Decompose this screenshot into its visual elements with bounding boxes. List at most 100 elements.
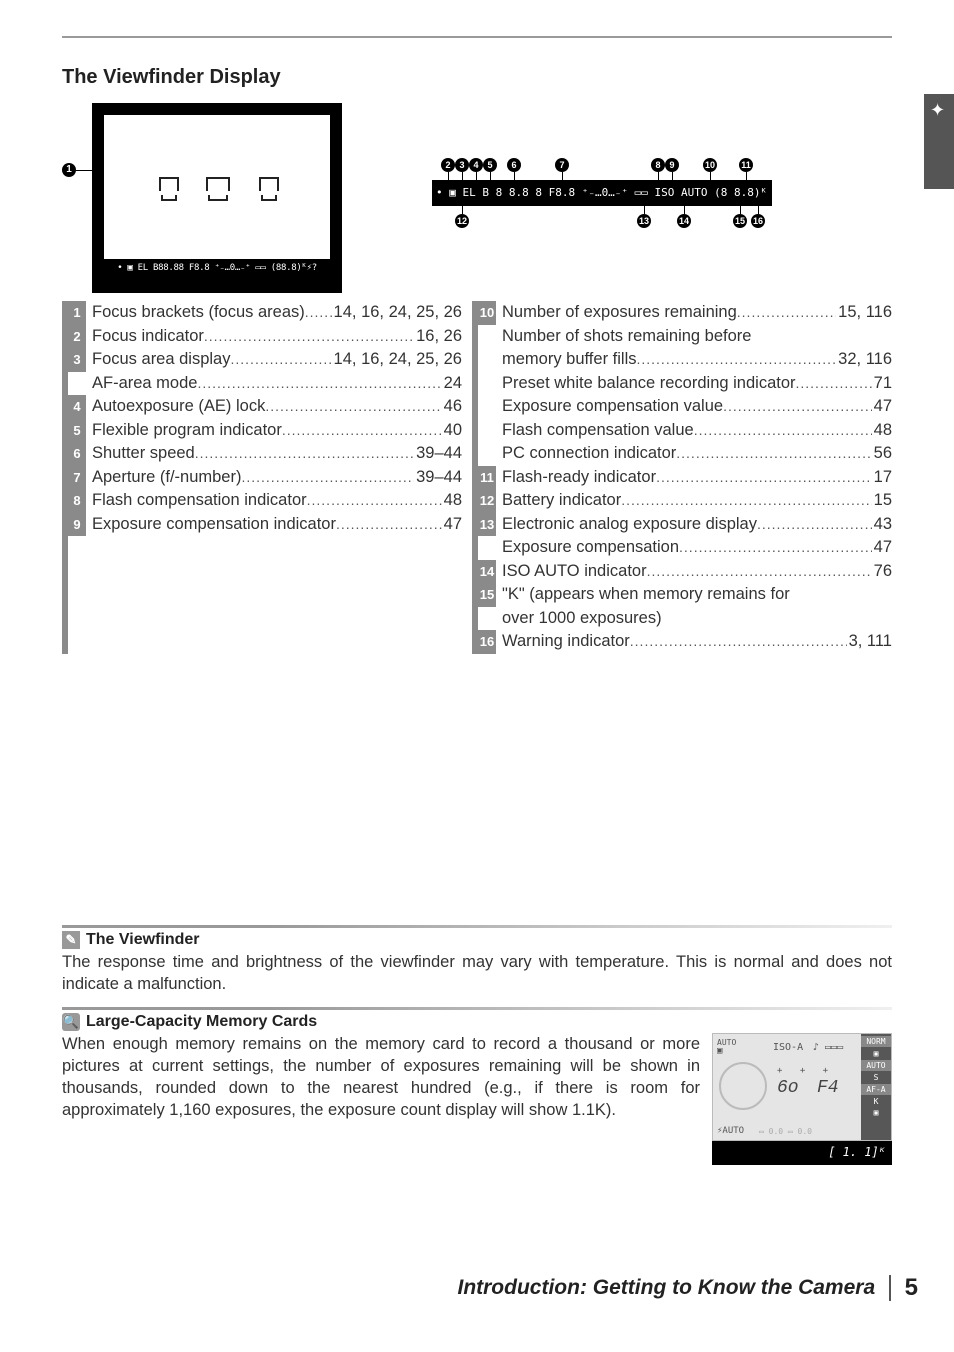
callout-1: 1: [62, 163, 76, 177]
section-title: The Viewfinder Display: [62, 66, 892, 89]
lcd-callout-figure: 234567891011 • ▣ EL B 8 8.8 8 F8.8 ⁺₋…0……: [422, 158, 782, 293]
index-leaders: [282, 419, 442, 443]
camera-icon: ✦: [930, 100, 945, 121]
callout-number: 12: [455, 214, 469, 228]
callout-line: [644, 206, 645, 214]
index-row: 8Flash compensation indicator48: [68, 489, 462, 513]
index-page: 15, 116: [836, 301, 892, 325]
mini-right-label: AF-A: [861, 1084, 891, 1095]
note2-title: Large-Capacity Memory Cards: [86, 1013, 317, 1031]
callout-number: 7: [555, 158, 569, 172]
footer-divider: [889, 1275, 891, 1301]
callout-number: 13: [637, 214, 651, 228]
index-badge: 10: [478, 301, 496, 325]
index-leaders: [305, 301, 332, 325]
callout-number: 16: [751, 214, 765, 228]
index-label: AF-area mode: [90, 372, 197, 396]
callout-number: 4: [469, 158, 483, 172]
index-row: 3Focus area display14, 16, 24, 25, 26: [68, 348, 462, 372]
list-body-right: 10Number of exposures remaining 15, 116 Nu…: [478, 301, 892, 654]
pencil-icon: ✎: [62, 931, 80, 949]
index-label: "K" (appears when memory remains for: [500, 583, 790, 607]
mini-lcd-bottom: [ 1. 1]ᴷ: [712, 1141, 892, 1165]
callout-number: 9: [665, 158, 679, 172]
index-lists: 1Focus brackets (focus areas)14, 16, 24,…: [62, 301, 892, 654]
index-label: Autoexposure (AE) lock: [90, 395, 265, 419]
index-label: Flash compensation value: [500, 419, 694, 443]
focus-bracket: [161, 195, 177, 201]
index-page: 43: [872, 513, 892, 537]
index-label: Flash-ready indicator: [500, 466, 656, 490]
mini-right-label: ▣: [861, 1047, 891, 1060]
callout-line: [562, 172, 563, 180]
index-right-col: 10Number of exposures remaining 15, 116 Nu…: [472, 301, 892, 654]
index-label: over 1000 exposures): [500, 607, 662, 631]
index-page: 71: [872, 372, 892, 396]
index-label: Number of shots remaining before: [500, 325, 751, 349]
callout-line: [476, 172, 477, 180]
mini-camera-icon: ▣: [717, 1046, 722, 1056]
focus-bracket: [206, 177, 230, 191]
index-label: Exposure compensation: [500, 536, 679, 560]
index-leaders: [757, 513, 872, 537]
callout-line: [490, 172, 491, 180]
index-badge: 4: [68, 395, 86, 419]
note2-text: When enough memory remains on the memory…: [62, 1033, 700, 1161]
index-label: Battery indicator: [500, 489, 621, 513]
index-row: 4Autoexposure (AE) lock 46: [68, 395, 462, 419]
index-label: Focus indicator: [90, 325, 204, 349]
note2-body: When enough memory remains on the memory…: [62, 1033, 892, 1173]
index-leaders: [723, 395, 872, 419]
index-row: memory buffer fills32, 116: [478, 348, 892, 372]
callout-line: [672, 172, 673, 180]
index-leaders: [307, 489, 442, 513]
index-leaders: [231, 348, 332, 372]
index-page: 46: [442, 395, 462, 419]
index-page: 24: [442, 372, 462, 396]
list-body-left: 1Focus brackets (focus areas)14, 16, 24,…: [68, 301, 462, 536]
index-leaders: [737, 301, 836, 325]
index-page: 47: [872, 536, 892, 560]
index-badge: 12: [478, 489, 496, 513]
viewfinder-lcd-strip: • ▣ EL B88.88 F8.8 ⁺₋…0…₋⁺ ▭▭ (88.8)ᴷ⚡?: [104, 259, 330, 281]
index-label: Number of exposures remaining: [500, 301, 737, 325]
index-row: 10Number of exposures remaining 15, 116: [478, 301, 892, 325]
bottom-callout-row: 1213141516: [422, 206, 782, 228]
index-badge: 14: [478, 560, 496, 584]
index-page: 39–44: [414, 442, 462, 466]
index-page: 16, 26: [414, 325, 462, 349]
footer-chapter: Introduction: Getting to Know the Camera: [457, 1276, 875, 1300]
index-row: 13Electronic analog exposure display43: [478, 513, 892, 537]
index-leaders: [796, 372, 872, 396]
focus-bracket: [208, 195, 228, 201]
note2-heading: 🔍 Large-Capacity Memory Cards: [62, 1013, 892, 1031]
index-leaders: [336, 513, 442, 537]
index-row: Preset white balance recording indicator…: [478, 372, 892, 396]
index-badge: 1: [68, 301, 86, 325]
mini-right-label: S: [861, 1071, 891, 1084]
index-row: PC connection indicator56: [478, 442, 892, 466]
index-row: over 1000 exposures): [478, 607, 892, 631]
mini-flash: ⚡AUTO: [717, 1126, 744, 1136]
mini-right-label: AUTO: [861, 1060, 891, 1071]
notes-section: ✎ The Viewfinder The response time and b…: [62, 925, 892, 1173]
index-badge: 7: [68, 466, 86, 490]
callout-number: 6: [507, 158, 521, 172]
index-badge: 15: [478, 583, 496, 607]
index-leaders: [656, 466, 872, 490]
page-content: The Viewfinder Display 1 • ▣ EL B88.88 F…: [62, 66, 892, 654]
index-page: 14, 16, 24, 25, 26: [332, 301, 462, 325]
callout-line: [462, 172, 463, 180]
index-page: 15: [872, 489, 892, 513]
index-leaders: [630, 630, 847, 654]
index-leaders: [676, 442, 871, 466]
index-leaders: [204, 325, 414, 349]
mini-right-label: ▣: [861, 1108, 891, 1117]
index-label: PC connection indicator: [500, 442, 676, 466]
index-row: Exposure compensation value47: [478, 395, 892, 419]
callout-number: 15: [733, 214, 747, 228]
index-row: Flash compensation value48: [478, 419, 892, 443]
page-footer: Introduction: Getting to Know the Camera…: [62, 1274, 918, 1302]
callout-number: 2: [441, 158, 455, 172]
index-leaders: [636, 348, 836, 372]
